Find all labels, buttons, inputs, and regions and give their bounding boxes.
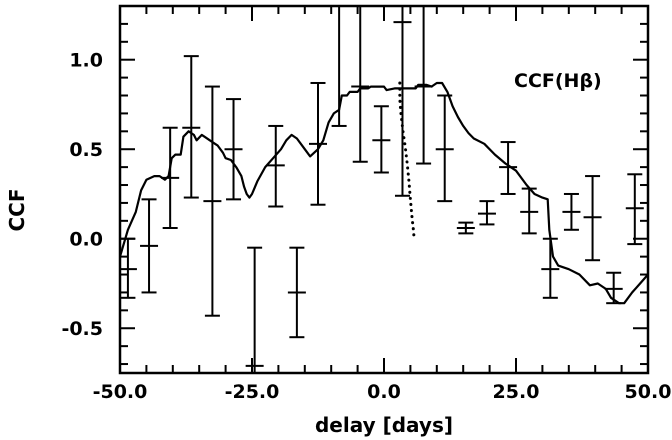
y-tick-label: 0.0 (69, 229, 103, 251)
axes: -50.0 -25.0 0.0 25.0 50.0 -0.5 0.0 0.5 1.0 (61, 4, 672, 403)
y-tick-label: 0.5 (69, 139, 103, 161)
ccf-curve-line (120, 81, 648, 305)
plot-data (120, 6, 648, 373)
x-axis-label: delay [days] (315, 413, 453, 437)
x-tick-label: 25.0 (493, 381, 540, 403)
plot-area (120, 6, 648, 373)
x-tick-label: 50.0 (625, 381, 672, 403)
chart-annotation: CCF(Hβ) (514, 70, 602, 92)
plot-frame (118, 4, 650, 375)
x-tick-label: -25.0 (225, 381, 280, 403)
x-tick-label: 0.0 (367, 381, 401, 403)
x-tick-label: -50.0 (93, 381, 148, 403)
y-axis-label: CCF (5, 188, 29, 231)
y-tick-label: 1.0 (69, 50, 103, 72)
y-tick-label: -0.5 (61, 318, 103, 340)
dotted-curve-line (398, 81, 416, 241)
